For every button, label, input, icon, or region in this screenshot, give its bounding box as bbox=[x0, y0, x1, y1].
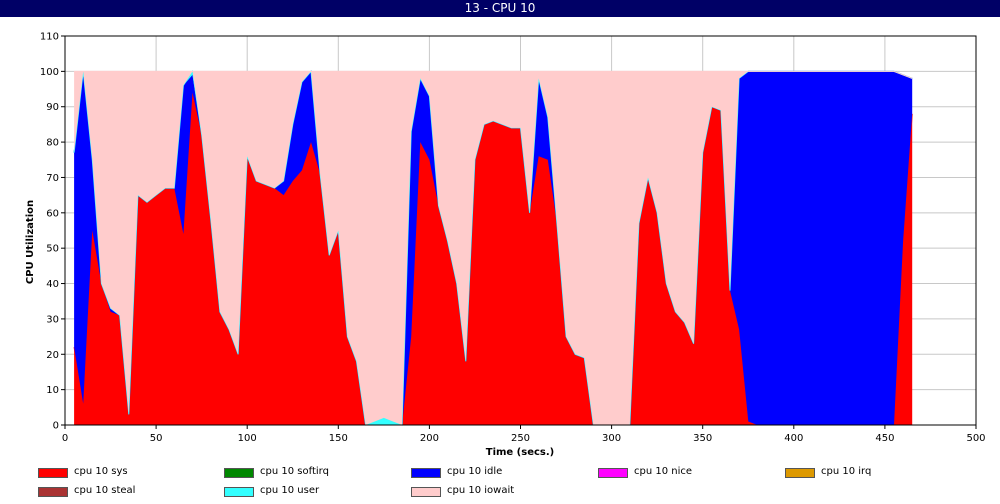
legend-label: cpu 10 nice bbox=[634, 466, 693, 477]
y-tick-label: 30 bbox=[46, 314, 59, 325]
y-tick-label: 50 bbox=[46, 244, 59, 255]
legend-swatch bbox=[224, 487, 254, 497]
x-tick-label: 150 bbox=[329, 433, 348, 444]
legend-label: cpu 10 irq bbox=[821, 466, 872, 477]
x-tick-label: 400 bbox=[784, 433, 803, 444]
axes bbox=[61, 35, 977, 429]
legend-label: cpu 10 user bbox=[260, 485, 320, 496]
x-tick-label: 300 bbox=[602, 433, 621, 444]
legend-swatch bbox=[411, 468, 441, 478]
x-tick-label: 450 bbox=[875, 433, 894, 444]
legend-swatch bbox=[38, 468, 68, 478]
legend-swatch bbox=[38, 487, 68, 497]
legend-swatch bbox=[411, 487, 441, 497]
series-areas bbox=[73, 70, 913, 426]
legend-swatch bbox=[785, 468, 815, 478]
y-tick-label: 70 bbox=[46, 173, 59, 184]
window-title-bar: 13 - CPU 10 bbox=[0, 0, 1000, 17]
series-line-cpu-10-iowait bbox=[74, 70, 913, 79]
x-tick-label: 0 bbox=[62, 433, 68, 444]
y-tick-label: 10 bbox=[46, 385, 59, 396]
y-tick-label: 80 bbox=[46, 138, 59, 149]
x-tick-label: 500 bbox=[966, 433, 985, 444]
y-tick-label: 0 bbox=[53, 421, 59, 432]
cpu-utilization-chart: 0 50 100 150 200 250 300 350 400 450 500 0 10 20 30 40 5… bbox=[25, 32, 986, 459]
y-tick-label: 40 bbox=[46, 279, 59, 290]
window-title: 13 - CPU 10 bbox=[464, 1, 536, 15]
legend-label: cpu 10 steal bbox=[74, 485, 136, 496]
legend-label: cpu 10 sys bbox=[74, 466, 128, 477]
series-area-cpu-10-sys bbox=[74, 92, 913, 425]
x-tick-label: 200 bbox=[420, 433, 439, 444]
legend-label: cpu 10 idle bbox=[447, 466, 503, 477]
legend-label: cpu 10 iowait bbox=[447, 485, 515, 496]
x-axis-label: Time (secs.) bbox=[486, 447, 555, 458]
tick-labels: 0 50 100 150 200 250 300 350 400 450 500 0 10 20 30 40 5… bbox=[40, 32, 986, 445]
x-tick-label: 100 bbox=[238, 433, 257, 444]
y-tick-label: 100 bbox=[40, 67, 59, 78]
x-tick-label: 350 bbox=[693, 433, 712, 444]
y-tick-label: 90 bbox=[46, 102, 59, 113]
legend-swatch bbox=[224, 468, 254, 478]
y-tick-label: 60 bbox=[46, 208, 59, 219]
x-tick-label: 250 bbox=[511, 433, 530, 444]
legend-label: cpu 10 softirq bbox=[260, 466, 329, 477]
series-area-cpu-10-iowait bbox=[74, 71, 913, 426]
legend-swatch bbox=[598, 468, 628, 478]
y-axis-label: CPU Utilization bbox=[25, 200, 36, 284]
y-tick-label: 20 bbox=[46, 350, 59, 361]
series-area-cpu-10-idle bbox=[74, 71, 913, 426]
x-tick-label: 50 bbox=[150, 433, 163, 444]
y-tick-label: 110 bbox=[40, 32, 59, 43]
